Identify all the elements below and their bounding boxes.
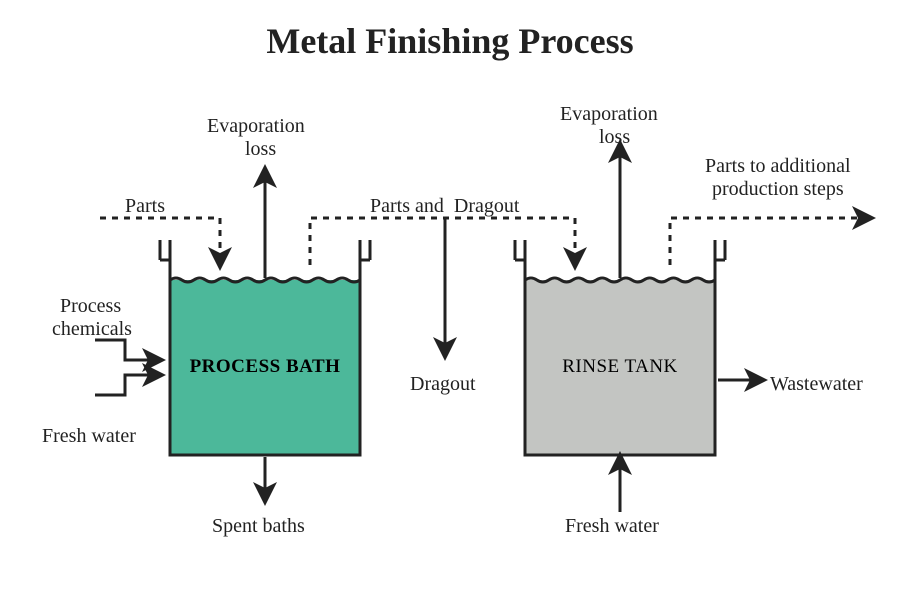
diagram-canvas xyxy=(0,0,900,600)
parts-additional-line2: production steps xyxy=(712,178,844,201)
rinse-tank-label: RINSE TANK xyxy=(525,356,715,378)
fresh-water-1-label: Fresh water xyxy=(42,425,136,448)
dragout-label: Dragout xyxy=(410,373,476,396)
parts-dragout-label: Parts and Dragout xyxy=(370,195,519,218)
fresh-water-2-label: Fresh water xyxy=(565,515,659,538)
evap2-line1: Evaporation xyxy=(560,103,658,126)
spent-baths-label: Spent baths xyxy=(212,515,305,538)
wastewater-label: Wastewater xyxy=(770,373,863,396)
evap1-line1: Evaporation xyxy=(207,115,305,138)
evap2-line2: loss xyxy=(599,126,630,149)
process-chemicals-line1: Process xyxy=(60,295,121,318)
process-bath-label: PROCESS BATH xyxy=(170,356,360,378)
parts-label: Parts xyxy=(125,195,165,218)
process-chemicals-line2: chemicals xyxy=(52,318,132,341)
parts-additional-line1: Parts to additional xyxy=(705,155,851,178)
evap1-line2: loss xyxy=(245,138,276,161)
